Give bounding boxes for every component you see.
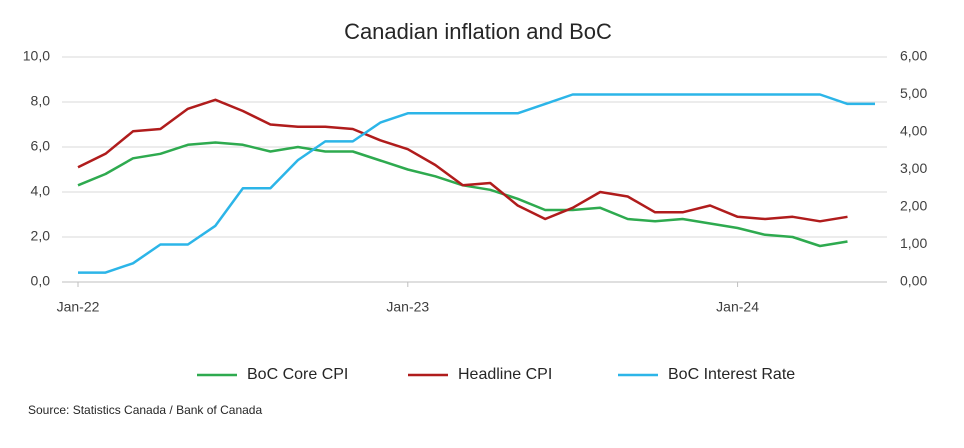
y2-tick-label: 1,00 xyxy=(900,235,927,251)
y-tick-label: 2,0 xyxy=(31,228,51,244)
series-line xyxy=(77,141,848,248)
x-tick-label: Jan-22 xyxy=(57,299,100,315)
y2-tick-label: 5,00 xyxy=(900,85,927,101)
y-tick-label: 6,0 xyxy=(31,138,51,154)
y-tick-label: 0,0 xyxy=(31,273,51,289)
y-tick-label: 8,0 xyxy=(31,93,51,109)
chart-title: Canadian inflation and BoC xyxy=(344,19,612,44)
source-note: Source: Statistics Canada / Bank of Cana… xyxy=(28,403,262,417)
y2-tick-label: 3,00 xyxy=(900,160,927,176)
legend-label: BoC Interest Rate xyxy=(668,366,795,383)
y-tick-label: 4,0 xyxy=(31,183,51,199)
y2-tick-label: 6,00 xyxy=(900,48,927,64)
series-line xyxy=(78,93,875,274)
y2-tick-label: 0,00 xyxy=(900,273,927,289)
x-tick-label: Jan-23 xyxy=(386,299,429,315)
legend-label: BoC Core CPI xyxy=(247,366,348,383)
series-line xyxy=(77,98,848,223)
y2-tick-label: 4,00 xyxy=(900,123,927,139)
x-tick-label: Jan-24 xyxy=(716,299,759,315)
y2-tick-label: 2,00 xyxy=(900,198,927,214)
y-tick-label: 10,0 xyxy=(23,48,50,64)
legend-label: Headline CPI xyxy=(458,366,552,383)
